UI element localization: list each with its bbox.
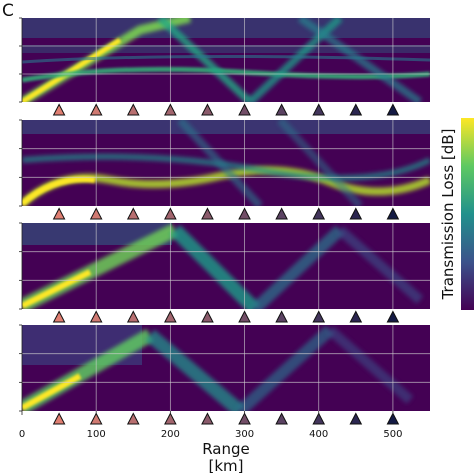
station-triangle (126, 412, 140, 425)
station-triangle (275, 412, 288, 425)
x-tick-label: 200 (161, 429, 180, 440)
colorbar-gradient (461, 118, 474, 310)
x-axis-label-line1: Range (202, 440, 250, 458)
x-tick-label: 500 (383, 429, 402, 440)
x-tick-label: 0 (19, 429, 25, 440)
station-triangle (349, 103, 363, 116)
station-triangle (386, 207, 400, 220)
station-triangle (386, 412, 400, 425)
station-triangle (52, 310, 66, 323)
heatmap-panel-3 (22, 223, 430, 309)
station-triangle (275, 103, 288, 116)
station-triangle (238, 412, 251, 425)
station-triangle (312, 412, 326, 425)
station-triangle (89, 310, 103, 323)
station-triangle (52, 103, 66, 116)
station-triangle (312, 310, 326, 323)
heatmap-panel-4 (22, 325, 430, 411)
station-triangle (238, 310, 251, 323)
station-triangle (126, 310, 140, 323)
station-triangle (386, 310, 400, 323)
station-triangle (275, 207, 288, 220)
station-triangle (238, 103, 251, 116)
station-triangle (238, 207, 251, 220)
x-tick-label: 400 (309, 429, 328, 440)
x-axis: 0 100 200 300 400 500 (19, 411, 402, 440)
station-triangle (349, 412, 363, 425)
station-triangle (164, 412, 177, 425)
heatmap-panel-1 (22, 18, 430, 102)
x-tick-label: 300 (235, 429, 254, 440)
station-markers (52, 103, 400, 425)
station-triangle (89, 207, 103, 220)
station-triangle (201, 103, 214, 116)
station-triangle (89, 412, 103, 425)
station-triangle (312, 103, 326, 116)
station-triangle (126, 103, 140, 116)
grid-lines (19, 17, 430, 412)
station-triangle (52, 207, 66, 220)
station-triangle (201, 207, 214, 220)
station-triangle (164, 207, 177, 220)
colorbar: Transmission Loss [dB] (439, 118, 474, 310)
station-triangle (89, 103, 103, 116)
station-triangle (349, 310, 363, 323)
colorbar-label: Transmission Loss [dB] (439, 129, 457, 301)
station-triangle (201, 412, 214, 425)
station-triangle (275, 310, 288, 323)
station-triangle (312, 207, 326, 220)
station-triangle (126, 207, 140, 220)
station-triangle (386, 103, 400, 116)
station-triangle (52, 412, 66, 425)
panel-letter: C (2, 1, 14, 21)
station-triangle (349, 207, 363, 220)
station-triangle (164, 103, 177, 116)
x-axis-label-line2: [km] (208, 457, 243, 474)
x-tick-label: 100 (87, 429, 106, 440)
station-triangle (201, 310, 214, 323)
heatmap-panel-2 (22, 120, 430, 206)
station-triangle (164, 310, 177, 323)
